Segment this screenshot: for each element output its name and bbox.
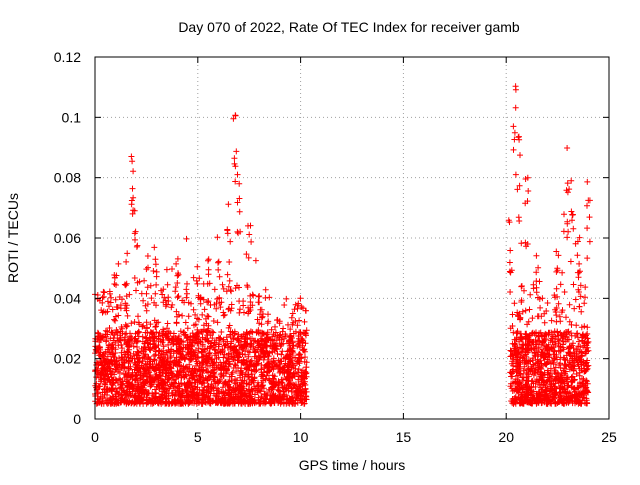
chart-title: Day 070 of 2022, Rate Of TEC Index for r… — [178, 19, 520, 35]
y-tick-label: 0.1 — [62, 109, 82, 125]
y-tick-label: 0.04 — [54, 290, 81, 306]
x-tick-label: 25 — [601, 429, 617, 445]
y-tick-label: 0.12 — [54, 49, 81, 65]
ticks-layer: 0 5 10 15 20 25 0 0.02 0.04 0.06 0.08 0.1 0.12 — [54, 49, 617, 445]
x-tick-label: 0 — [91, 429, 99, 445]
y-tick-label: 0.06 — [54, 230, 81, 246]
y-tick-label: 0.08 — [54, 170, 81, 186]
x-tick-label: 10 — [293, 429, 309, 445]
y-tick-label: 0.02 — [54, 351, 81, 367]
x-tick-label: 15 — [396, 429, 412, 445]
y-tick-label: 0 — [73, 411, 81, 427]
data-points-layer — [92, 83, 593, 407]
x-tick-label: 5 — [194, 429, 202, 445]
x-axis-label: GPS time / hours — [299, 457, 406, 473]
y-axis-label: ROTI / TECUs — [5, 193, 21, 283]
x-tick-label: 20 — [498, 429, 514, 445]
roti-data-points — [92, 83, 593, 407]
